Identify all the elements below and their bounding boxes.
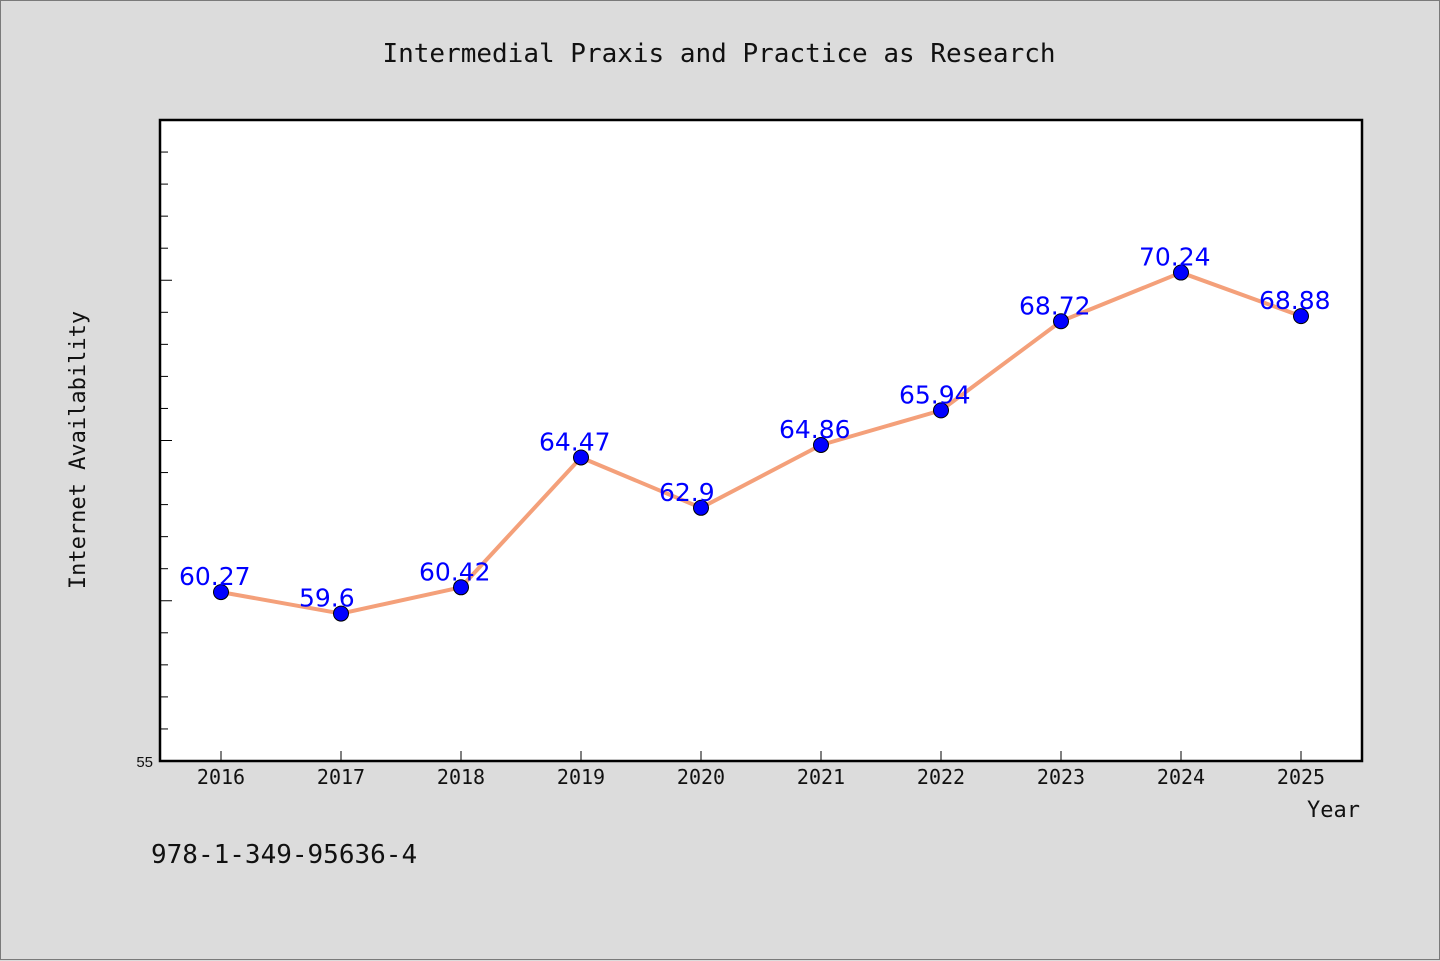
y-axis-label: Internet Availability: [66, 311, 91, 589]
data-point: [573, 449, 589, 466]
x-tick-label: 2023: [1037, 765, 1085, 789]
y-axis-ticks: [160, 151, 172, 730]
y-tick-label-min: 55: [136, 754, 153, 771]
data-label: 60.42: [419, 557, 491, 586]
data-label: 64.86: [779, 415, 851, 444]
data-point: [453, 579, 469, 596]
x-axis-ticks: [220, 751, 1302, 761]
data-point: [693, 499, 709, 516]
data-label: 65.94: [899, 380, 971, 409]
data-label: 64.47: [539, 427, 611, 456]
data-label: 70.24: [1139, 243, 1211, 272]
x-tick-label: 2019: [557, 765, 605, 789]
plot-area: [158, 118, 1364, 763]
x-tick-label: 2017: [317, 765, 365, 789]
data-point: [1293, 308, 1309, 325]
data-point: [813, 436, 829, 453]
x-tick-label: 2020: [677, 765, 725, 789]
isbn-text: 978-1-349-95636-4: [151, 840, 417, 870]
x-tick-label: 2018: [437, 765, 485, 789]
data-point: [333, 605, 349, 622]
x-tick-label: 2025: [1277, 765, 1325, 789]
chart-title: Intermedial Praxis and Practice as Resea…: [382, 39, 1055, 69]
x-tick-label: 2022: [917, 765, 965, 789]
data-label: 60.27: [179, 562, 251, 591]
x-tick-labels: 2016 2017 2018 2019 2020 2021 2022 2023 2024 2025: [197, 765, 1325, 789]
data-label: 68.88: [1259, 286, 1331, 315]
data-label: 62.9: [659, 478, 715, 507]
x-tick-label: 2021: [797, 765, 845, 789]
data-point: [1053, 313, 1069, 330]
series-line: [219, 270, 1303, 616]
data-label: 68.72: [1019, 291, 1091, 320]
x-tick-label: 2016: [197, 765, 245, 789]
x-axis-label: Year: [1307, 798, 1360, 823]
x-tick-label: 2024: [1157, 765, 1205, 789]
data-label: 59.6: [299, 584, 355, 613]
data-point: [213, 584, 229, 601]
series-group: 60.27 59.6 60.42 64.47 62.9 64.86 65.94 68.72 70…: [179, 243, 1331, 622]
data-point: [933, 402, 949, 419]
data-point: [1173, 264, 1189, 281]
